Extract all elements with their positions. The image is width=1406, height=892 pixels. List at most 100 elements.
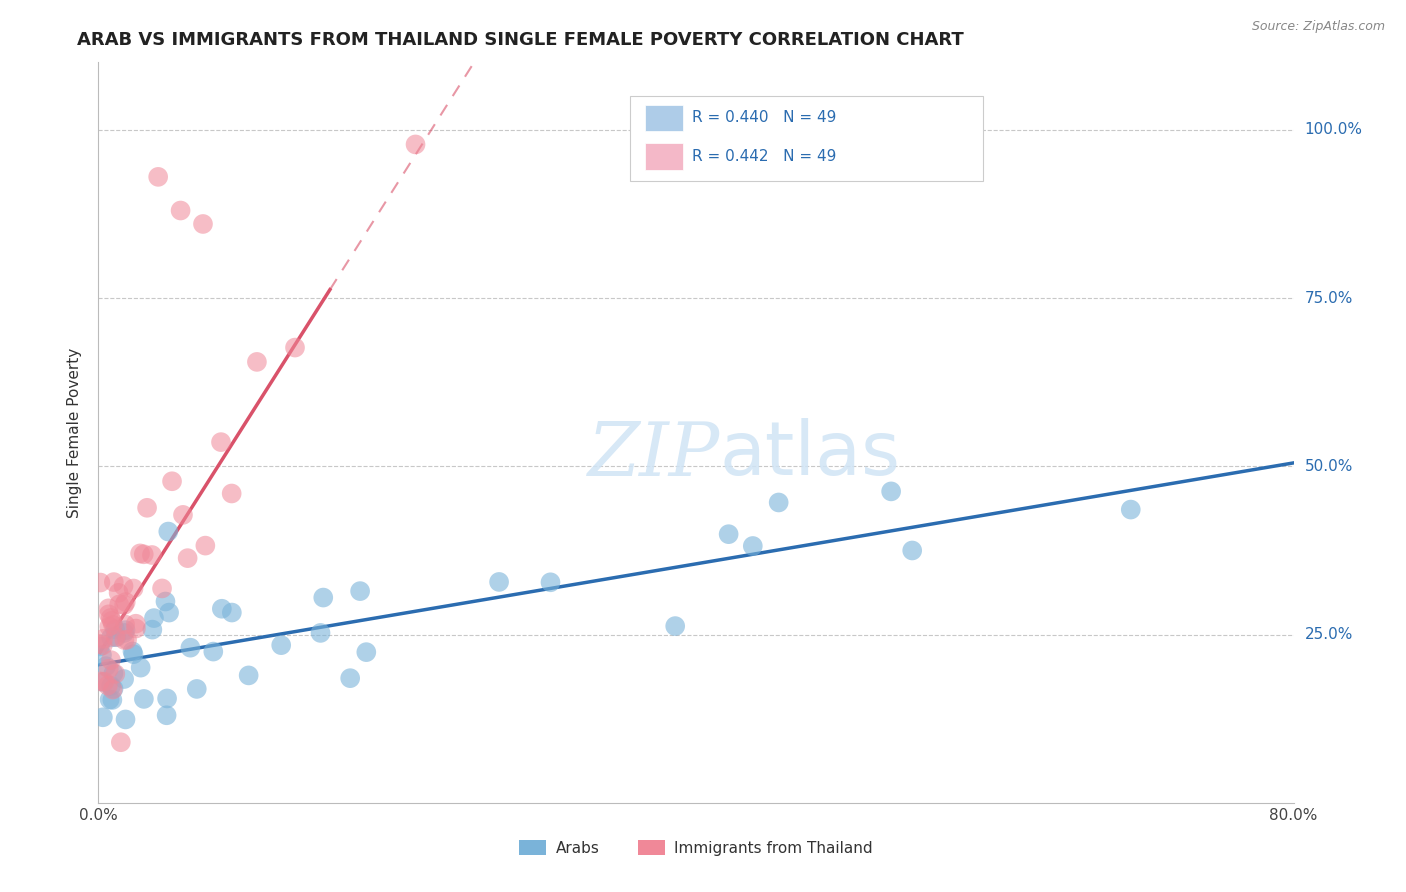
Point	[121, 644, 143, 658]
Point	[1119, 502, 1142, 516]
Point	[91, 638, 114, 652]
Point	[540, 575, 562, 590]
Point	[108, 598, 131, 612]
Point	[104, 623, 127, 637]
Point	[148, 169, 170, 184]
Point	[112, 626, 135, 640]
Point	[270, 638, 292, 652]
Point	[349, 584, 371, 599]
Point	[103, 666, 125, 681]
Point	[284, 341, 307, 355]
Point	[673, 122, 696, 136]
Point	[221, 606, 243, 620]
Point	[101, 682, 124, 697]
Point	[91, 632, 114, 646]
Point	[125, 622, 148, 636]
Point	[98, 620, 121, 634]
Text: 75.0%: 75.0%	[1305, 291, 1353, 305]
Point	[664, 619, 686, 633]
Text: 100.0%: 100.0%	[1305, 122, 1362, 137]
Point	[143, 611, 166, 625]
Point	[114, 713, 136, 727]
Point	[105, 630, 128, 644]
Point	[89, 575, 111, 590]
Point	[211, 601, 233, 615]
Point	[104, 666, 127, 681]
Point	[160, 475, 183, 489]
Point	[141, 548, 163, 562]
Text: R = 0.440   N = 49: R = 0.440 N = 49	[692, 111, 837, 126]
Point	[89, 674, 111, 689]
Point	[132, 692, 155, 706]
Point	[157, 524, 180, 539]
Point	[122, 647, 145, 661]
Point	[103, 575, 125, 590]
Point	[194, 539, 217, 553]
Point	[89, 637, 111, 651]
Point	[100, 653, 122, 667]
Point	[97, 678, 120, 692]
Legend: Arabs, Immigrants from Thailand: Arabs, Immigrants from Thailand	[513, 834, 879, 862]
Text: Source: ZipAtlas.com: Source: ZipAtlas.com	[1251, 20, 1385, 33]
Point	[101, 693, 124, 707]
Point	[100, 611, 122, 625]
Point	[157, 606, 180, 620]
Point	[93, 674, 115, 689]
Point	[405, 137, 427, 152]
Point	[155, 594, 177, 608]
Point	[880, 484, 903, 499]
Point	[238, 668, 260, 682]
Point	[114, 633, 136, 648]
Text: ZIP: ZIP	[588, 418, 720, 491]
Point	[176, 551, 198, 566]
Point	[125, 616, 148, 631]
Point	[156, 691, 179, 706]
Text: ARAB VS IMMIGRANTS FROM THAILAND SINGLE FEMALE POVERTY CORRELATION CHART: ARAB VS IMMIGRANTS FROM THAILAND SINGLE …	[77, 31, 965, 49]
Point	[100, 679, 122, 693]
Point	[309, 626, 332, 640]
Point	[141, 623, 163, 637]
Point	[179, 640, 201, 655]
Point	[101, 614, 124, 628]
Point	[112, 672, 135, 686]
Point	[114, 617, 136, 632]
Point	[246, 355, 269, 369]
Point	[717, 527, 740, 541]
Point	[114, 595, 136, 609]
Point	[156, 708, 179, 723]
Point	[91, 710, 114, 724]
Point	[209, 435, 232, 450]
Point	[312, 591, 335, 605]
Point	[104, 630, 127, 644]
Point	[741, 539, 763, 553]
Text: 50.0%: 50.0%	[1305, 458, 1353, 474]
Point	[97, 601, 120, 615]
Point	[901, 543, 924, 558]
Point	[356, 645, 378, 659]
FancyBboxPatch shape	[630, 95, 983, 181]
Y-axis label: Single Female Poverty: Single Female Poverty	[67, 348, 83, 517]
Point	[97, 607, 120, 622]
Point	[100, 631, 122, 645]
Point	[115, 632, 138, 647]
Point	[114, 623, 136, 637]
Point	[488, 574, 510, 589]
Text: 25.0%: 25.0%	[1305, 627, 1353, 642]
Point	[129, 660, 152, 674]
Point	[94, 659, 117, 673]
Point	[89, 640, 111, 654]
Point	[169, 203, 191, 218]
Point	[150, 582, 173, 596]
Point	[768, 495, 790, 509]
Point	[97, 662, 120, 676]
Point	[132, 547, 155, 561]
Bar	[644, 104, 683, 131]
Point	[191, 217, 214, 231]
Point	[112, 579, 135, 593]
Text: atlas: atlas	[720, 418, 901, 491]
Point	[93, 675, 115, 690]
Bar	[644, 143, 683, 169]
Point	[339, 671, 361, 685]
Point	[221, 486, 243, 500]
Point	[91, 648, 114, 662]
